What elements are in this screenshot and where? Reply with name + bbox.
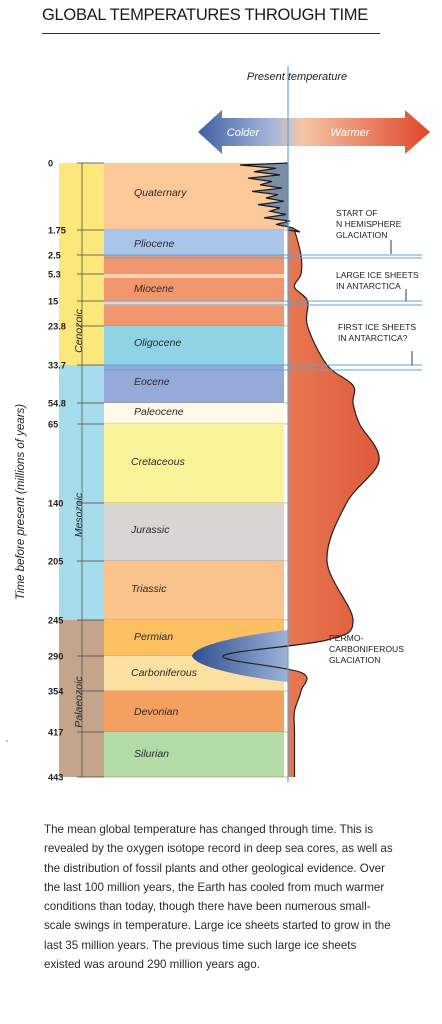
- period-label: Oligocene: [134, 337, 181, 349]
- tick-label: 140: [48, 499, 63, 509]
- period-label: Devonian: [134, 706, 179, 718]
- period-band: [104, 326, 284, 365]
- cold-temperature-area: [192, 630, 288, 682]
- period-stripe: [104, 274, 284, 278]
- temperature-direction-arrow: [198, 110, 430, 154]
- boundary-lines: [104, 254, 422, 371]
- warm-temperature-area: [222, 230, 380, 777]
- temperature-curve: [222, 229, 380, 777]
- annotation-line: CARBONIFEROUS: [329, 644, 404, 654]
- tick-label: 1.75: [48, 226, 66, 236]
- annotation-line: N HEMISPHERE: [336, 219, 402, 229]
- annotation-line: GLACIATION: [336, 230, 387, 240]
- era-bar: [59, 163, 104, 365]
- page-title: GLOBAL TEMPERATURES THROUGH TIME: [42, 6, 368, 24]
- era-bar: [59, 365, 104, 620]
- period-label: Jurassic: [130, 524, 170, 536]
- caption: The mean global temperature has changed …: [44, 823, 393, 972]
- tick-label: 5.3: [48, 270, 61, 280]
- tick-label: 54.8: [48, 399, 66, 409]
- period-band: [104, 230, 284, 255]
- title-divider: [42, 33, 380, 34]
- period-label: Cretaceous: [131, 456, 185, 468]
- annotation-line: GLACIATION: [329, 655, 380, 665]
- period-label: Eocene: [134, 376, 170, 388]
- tick-label: 0: [48, 159, 53, 169]
- y-axis-title: Time before present (millions of years): [15, 404, 27, 600]
- warmer-label: Warmer: [331, 127, 371, 139]
- period-band: [104, 403, 284, 424]
- tick-label: 23.8: [48, 322, 66, 332]
- tick-label: 443: [48, 773, 63, 783]
- annotation-line: FIRST ICE SHEETS: [338, 322, 416, 332]
- era-column: Cenozoic Mesozoic Palaeozoic: [59, 163, 104, 777]
- annotation-line: IN ANTARCTICA?: [338, 333, 408, 343]
- period-label: Carboniferous: [131, 667, 198, 679]
- present-temperature-label: Present temperature: [247, 71, 347, 83]
- period-stripe: [104, 301, 284, 306]
- period-band: [104, 732, 284, 777]
- annotation-line: IN ANTARCTICA: [336, 281, 401, 291]
- era-label: Mesozoic: [73, 492, 85, 537]
- tick-label: 290: [48, 652, 63, 662]
- period-label: Silurian: [134, 748, 169, 760]
- tick-label: 245: [48, 616, 63, 626]
- tick-label: 2.5: [48, 251, 61, 261]
- tick-label: 354: [48, 687, 64, 697]
- tick-label: 15: [48, 297, 58, 307]
- period-label: Quaternary: [134, 187, 187, 199]
- period-band: [104, 255, 284, 326]
- period-band: [104, 424, 284, 503]
- era-bar: [59, 620, 104, 777]
- period-label: Pliocene: [134, 238, 174, 250]
- annotation-line: START OF: [336, 208, 378, 218]
- y-axis-ticks: 0 1.75 2.5 5.3 15 23.8 33.7 54.8 65 140 205 245 290 3…: [48, 159, 104, 783]
- period-band: [104, 561, 284, 620]
- era-label: Cenozoic: [73, 308, 85, 353]
- annotation-line: LARGE ICE SHEETS: [336, 270, 419, 280]
- period-label: Permian: [134, 631, 173, 643]
- margin-mark: [6, 740, 8, 742]
- tick-label: 205: [48, 557, 63, 567]
- period-band: [104, 691, 284, 732]
- tick-label: 417: [48, 728, 63, 738]
- era-label: Palaeozoic: [73, 676, 85, 728]
- temperature-chart: Present temperature Colder Warmer Cenozo…: [15, 66, 430, 783]
- quaternary-temperature-wiggle: [239, 162, 301, 233]
- colder-label: Colder: [227, 127, 261, 139]
- tick-label: 33.7: [48, 361, 66, 371]
- period-band: [104, 163, 284, 230]
- annotation-line: PERMO-: [329, 633, 364, 643]
- period-label: Miocene: [134, 283, 174, 295]
- period-band: [104, 503, 284, 561]
- period-label: Paleocene: [134, 406, 184, 418]
- period-label: Triassic: [131, 583, 167, 595]
- period-band: [104, 365, 284, 403]
- tick-label: 65: [48, 420, 58, 430]
